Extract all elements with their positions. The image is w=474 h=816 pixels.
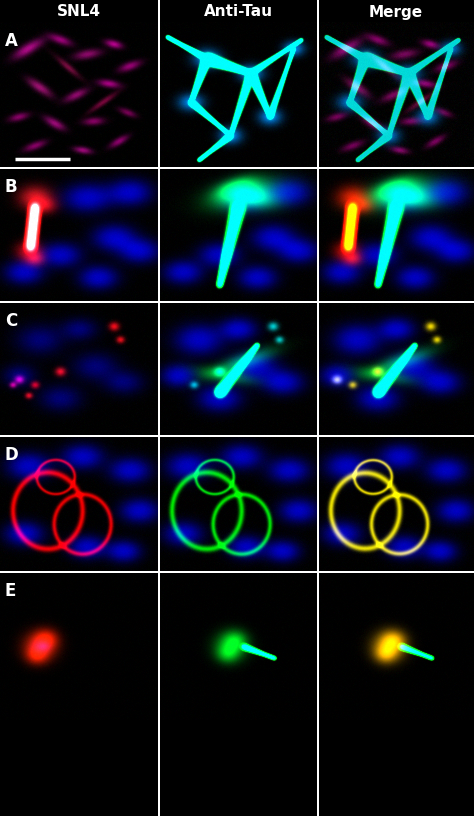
Text: SNL4: SNL4 [57, 5, 101, 20]
Text: Anti-Tau: Anti-Tau [203, 5, 273, 20]
Text: C: C [5, 312, 17, 330]
Text: B: B [5, 178, 18, 196]
Text: A: A [5, 32, 18, 50]
Text: E: E [5, 582, 17, 600]
Text: D: D [5, 446, 19, 464]
Text: Merge: Merge [369, 5, 423, 20]
